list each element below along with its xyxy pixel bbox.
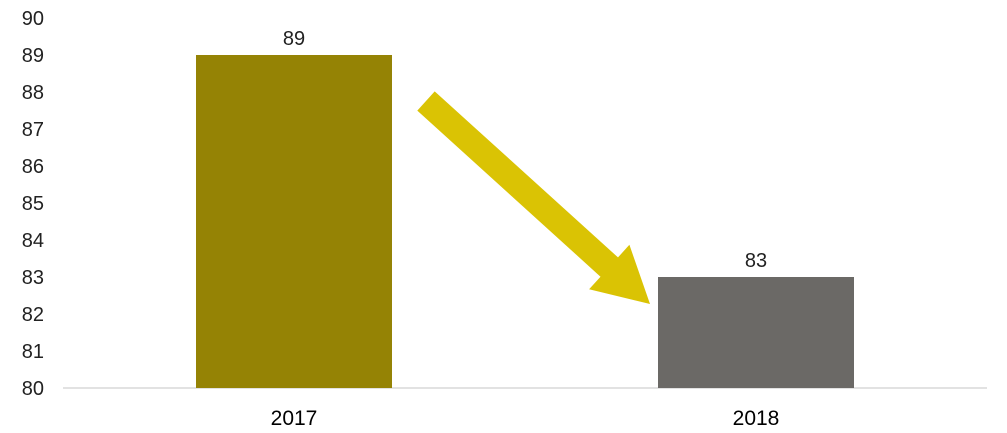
category-labels: 2017 2018 [271, 407, 780, 430]
y-tick-label: 81 [22, 341, 44, 363]
y-axis: 80 81 82 83 84 85 86 87 88 89 90 [22, 8, 44, 400]
bar-2018 [658, 277, 854, 388]
trend-arrow-annotation [417, 91, 650, 305]
y-tick-label: 84 [22, 230, 44, 252]
y-tick-label: 85 [22, 193, 44, 215]
category-label-2017: 2017 [271, 407, 318, 430]
bar-2017 [196, 55, 392, 388]
bars [196, 55, 854, 388]
y-tick-label: 82 [22, 304, 44, 326]
y-tick-label: 90 [22, 8, 44, 30]
y-tick-label: 83 [22, 267, 44, 289]
data-label-2017: 89 [283, 28, 305, 50]
y-tick-label: 87 [22, 119, 44, 141]
data-label-2018: 83 [745, 250, 767, 272]
data-labels: 89 83 [283, 28, 767, 272]
y-tick-label: 80 [22, 378, 44, 400]
category-label-2018: 2018 [733, 407, 780, 430]
y-tick-label: 86 [22, 156, 44, 178]
y-tick-label: 88 [22, 82, 44, 104]
y-tick-label: 89 [22, 45, 44, 67]
